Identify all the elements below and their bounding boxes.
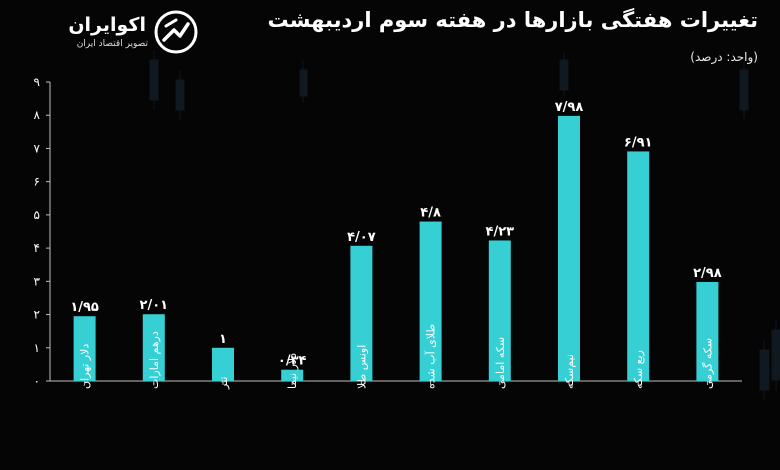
- y-tick-label: ۱: [34, 341, 40, 355]
- data-label: ۱/۹۵: [70, 300, 99, 315]
- x-tick-label: سکه گرمی: [701, 338, 714, 389]
- y-tick-label: ۸: [34, 108, 41, 122]
- data-label: ۲/۰۱: [140, 298, 169, 313]
- bar: [281, 369, 304, 381]
- bar: [73, 316, 96, 381]
- data-label: ۶/۹۱: [624, 135, 653, 150]
- data-label: ۷/۹۸: [555, 100, 584, 115]
- data-label: ۴/۸: [420, 206, 441, 221]
- x-tick-label: سکه امامی: [494, 337, 507, 389]
- chart-title: تغییرات هفتگی بازارها در هفته سوم اردیبه…: [267, 8, 758, 32]
- bar: [350, 245, 373, 381]
- y-tick-label: ۹: [34, 75, 40, 89]
- x-tick-label: درهم امارات: [148, 331, 161, 389]
- bar: [419, 221, 442, 381]
- data-label: ۰/۳۴: [278, 354, 307, 369]
- x-tick-label: دلار تهران: [79, 344, 92, 389]
- brand-logo: اکوایران تصویر اقتصاد ایران: [26, 8, 201, 54]
- bar: [627, 151, 650, 381]
- brand-name: اکوایران: [68, 14, 146, 36]
- y-tick-label: ۰: [34, 374, 40, 388]
- y-tick-label: ۶: [34, 175, 40, 189]
- y-tick-label: ۳: [34, 274, 41, 288]
- data-label: ۴/۲۳: [486, 224, 515, 239]
- x-tick-label: طلای آب شده: [424, 324, 438, 389]
- data-label: ۴/۰۷: [347, 230, 376, 245]
- y-tick-label: ۲: [34, 308, 40, 322]
- bar: [696, 281, 719, 381]
- brand-tagline: تصویر اقتصاد ایران: [76, 39, 148, 49]
- x-tick-label: دلار نیما: [286, 353, 299, 389]
- y-tick-label: ۴: [34, 241, 40, 255]
- bar: [558, 115, 580, 382]
- bar: [212, 347, 234, 381]
- bar: [488, 240, 511, 381]
- data-label: ۲/۹۸: [693, 266, 722, 281]
- x-tick-label: ربع سکه: [632, 350, 645, 389]
- x-tick-label: اونس طلا: [355, 345, 368, 389]
- brand-mark-icon: [154, 10, 198, 54]
- y-tick-label: ۵: [34, 208, 40, 222]
- unit-label: (واحد: درصد): [690, 50, 758, 64]
- data-label: ۱: [219, 332, 227, 347]
- bar: [142, 314, 165, 381]
- x-tick-label: تتر: [217, 377, 230, 390]
- y-tick-label: ۷: [34, 141, 41, 155]
- x-tick-label: نیم‌سکه: [563, 354, 576, 389]
